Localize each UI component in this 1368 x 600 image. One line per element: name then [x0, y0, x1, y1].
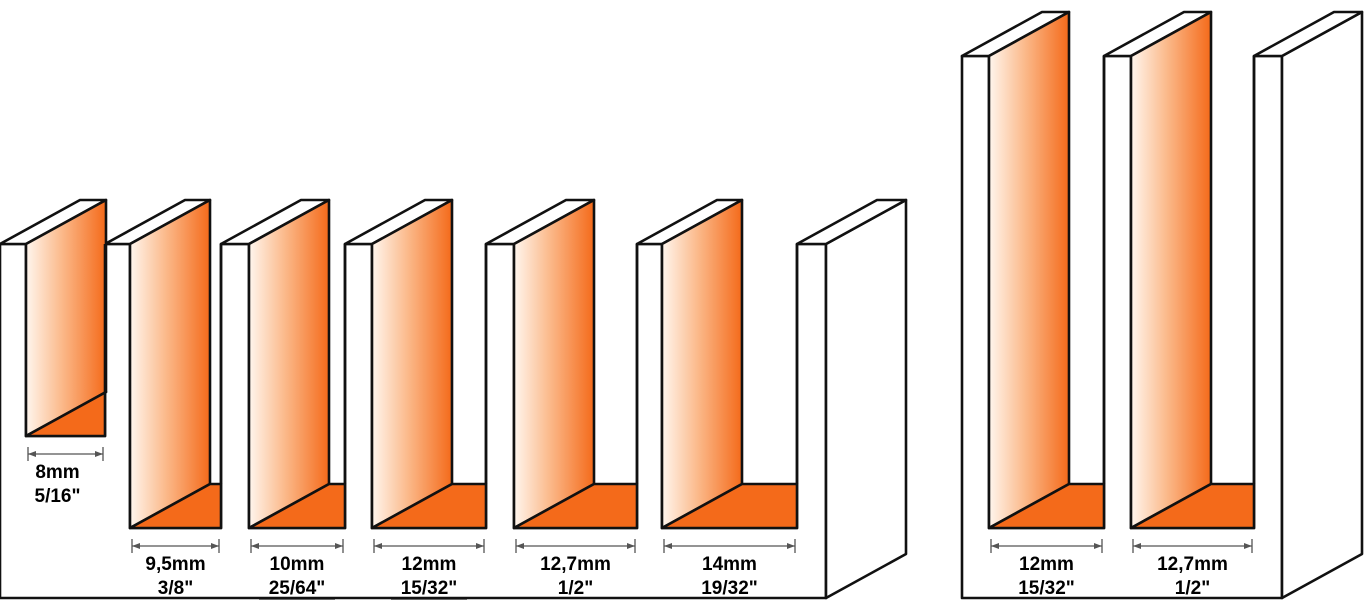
dimension-line: [373, 539, 485, 553]
dimension-label: 15/32": [1018, 578, 1075, 599]
block-group-2: [960, 10, 1364, 600]
tooth-top-face: [795, 198, 908, 246]
dimension-label: 12,7mm: [540, 554, 611, 575]
dimension-line: [990, 539, 1103, 553]
dimension-annotations: 8mm 5/16" 9,5mm 3/8" 10mm 25/64" 12mm 15/32" 12,…: [27, 447, 1253, 600]
dimension-label: 14mm: [702, 554, 757, 575]
slot-dimension-2-2: 12,7mm 1/2": [1132, 539, 1253, 599]
dimension-label: 5/16": [35, 486, 81, 507]
slot-dimension-1-3: 10mm 25/64": [250, 539, 344, 600]
slot-back-wall: [128, 198, 212, 530]
slot-dimension-2-1: 12mm 15/32": [990, 539, 1103, 599]
dimension-label: 3/8": [158, 578, 193, 599]
slot-dimension-1-6: 14mm 19/32": [663, 539, 796, 599]
dimension-line: [131, 539, 220, 553]
dimension-line: [663, 539, 796, 553]
dimension-line: [1132, 539, 1253, 553]
slot-back-wall: [370, 198, 454, 530]
slot-back-wall: [660, 198, 744, 530]
dimension-line: [27, 447, 104, 461]
tooth-top-face: [1252, 10, 1364, 58]
dimension-label: 12,7mm: [1157, 554, 1228, 575]
slot-dimension-1-5: 12,7mm 1/2": [515, 539, 636, 599]
dimension-label: 12mm: [1019, 554, 1074, 575]
dimension-label: 1/2": [1175, 578, 1210, 599]
slot-dimension-1-4: 12mm 15/32": [373, 539, 485, 600]
slot-back-wall: [247, 198, 331, 530]
dimension-label: 10mm: [270, 554, 325, 575]
dimension-label: 1/2": [558, 578, 593, 599]
dimension-label: 8mm: [35, 462, 79, 483]
dimension-label: 15/32": [401, 578, 458, 599]
dimension-label: 12mm: [402, 554, 457, 575]
dimension-line: [515, 539, 636, 553]
slot-dimension-1-2: 9,5mm 3/8": [131, 539, 220, 599]
dimension-label: 9,5mm: [145, 554, 205, 575]
wood-blocks: [0, 10, 1364, 600]
dimension-label: 25/64": [269, 578, 326, 599]
slot-back-wall: [987, 10, 1071, 530]
side-face: [1280, 10, 1364, 600]
slot-dimension-1-1: 8mm 5/16": [27, 447, 104, 507]
dimension-line: [250, 539, 344, 553]
slot-back-wall: [512, 198, 596, 530]
side-face: [824, 198, 908, 600]
block-group-1: [0, 198, 908, 600]
dimension-label: 19/32": [701, 578, 758, 599]
slot-back-wall: [1129, 10, 1213, 530]
